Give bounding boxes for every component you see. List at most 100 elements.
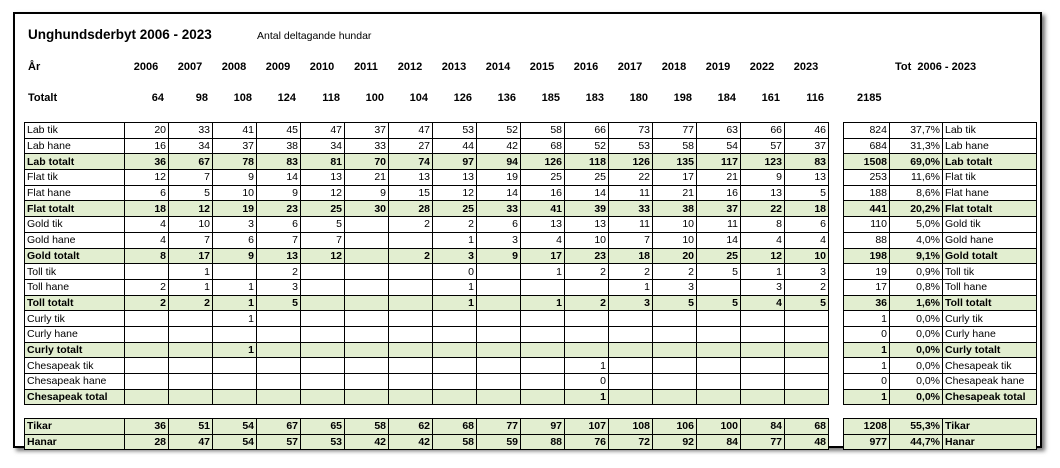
- row-sum: 441: [843, 200, 890, 218]
- row-name: Gold totalt: [942, 247, 1037, 265]
- cell-value: [124, 388, 169, 406]
- row-label: Toll tik: [24, 263, 125, 280]
- row-percent: 0,0%: [889, 388, 943, 406]
- cell-value: 33: [608, 200, 653, 218]
- cell-value: 3: [432, 247, 477, 265]
- cell-value: [300, 341, 345, 359]
- cell-value: [740, 388, 785, 406]
- cell-value: [168, 357, 213, 374]
- side2-table: 1208 55,3% Tikar 977 44,7% Hanar: [843, 418, 1037, 451]
- row-name: Toll totalt: [942, 294, 1037, 312]
- cell-value: 108: [608, 418, 653, 435]
- year-header-2016: 2016: [573, 61, 599, 73]
- cell-value: [784, 388, 829, 406]
- cell-value: [476, 310, 521, 327]
- cell-value: 17: [652, 169, 697, 186]
- cell-value: 13: [256, 247, 301, 265]
- cell-value: 10: [212, 184, 257, 202]
- cell-value: 67: [168, 153, 213, 171]
- cell-value: 5: [652, 294, 697, 312]
- main-table: Lab tik 20 33 41 45 47 37 47 53 52 58 66 73 77 63 66 46 L…: [24, 122, 829, 406]
- summary-row: 253 11,6% Flat tik: [843, 169, 1037, 186]
- cell-value: 36: [124, 418, 169, 435]
- cell-value: 33: [344, 137, 389, 155]
- row-percent: 55,3%: [889, 418, 943, 435]
- cell-value: 18: [608, 247, 653, 265]
- row-sum: 0: [843, 373, 890, 390]
- table-row: Toll totalt 2 2 1 5 1 1 2 3 5 5 4 5: [24, 294, 829, 312]
- year-header-2019: 2019: [705, 61, 731, 73]
- cell-value: 6: [124, 184, 169, 202]
- cell-value: [124, 357, 169, 374]
- cell-value: 13: [300, 169, 345, 186]
- table-row: Curly totalt 1: [24, 341, 829, 359]
- cell-value: 1: [168, 263, 213, 280]
- year-header-label: År: [28, 61, 41, 73]
- cell-value: 106: [652, 418, 697, 435]
- cell-value: [696, 373, 741, 390]
- cell-value: 3: [476, 231, 521, 249]
- cell-value: [740, 341, 785, 359]
- cell-value: [608, 341, 653, 359]
- cell-value: 53: [432, 122, 477, 139]
- cell-value: 11: [696, 216, 741, 233]
- cell-value: 21: [652, 184, 697, 202]
- cell-value: 9: [476, 247, 521, 265]
- row-name: Gold hane: [942, 231, 1037, 249]
- cell-value: 14: [256, 169, 301, 186]
- cell-value: 10: [652, 216, 697, 233]
- year-header-2009: 2009: [265, 61, 291, 73]
- cell-value: 1: [168, 278, 213, 296]
- cell-value: [300, 310, 345, 327]
- row-name: Tikar: [942, 418, 1037, 435]
- cell-value: 13: [564, 216, 609, 233]
- cell-value: 3: [740, 278, 785, 296]
- row-sum: 684: [843, 137, 890, 155]
- cell-value: [256, 388, 301, 406]
- cell-value: [256, 341, 301, 359]
- summary-row: 684 31,3% Lab hane: [843, 137, 1037, 155]
- cell-value: [300, 373, 345, 390]
- cell-value: 41: [520, 200, 565, 218]
- year-header-2014: 2014: [485, 61, 511, 73]
- totalt-value: 64: [151, 92, 164, 104]
- cell-value: 77: [652, 122, 697, 139]
- year-header-2023: 2023: [793, 61, 819, 73]
- cell-value: 126: [608, 153, 653, 171]
- cell-value: 72: [608, 433, 653, 451]
- cell-value: 58: [344, 418, 389, 435]
- row-name: Lab tik: [942, 122, 1037, 139]
- cell-value: 37: [212, 137, 257, 155]
- cell-value: 28: [388, 200, 433, 218]
- cell-value: 70: [344, 153, 389, 171]
- cell-value: 27: [388, 137, 433, 155]
- row-sum: 88: [843, 231, 890, 249]
- cell-value: 83: [256, 153, 301, 171]
- cell-value: 13: [740, 184, 785, 202]
- cell-value: 38: [256, 137, 301, 155]
- cell-value: 25: [696, 247, 741, 265]
- cell-value: 51: [168, 418, 213, 435]
- cell-value: 12: [300, 247, 345, 265]
- cell-value: [564, 341, 609, 359]
- totalt-value: 100: [365, 92, 384, 104]
- cell-value: 5: [168, 184, 213, 202]
- row-name: Lab totalt: [942, 153, 1037, 171]
- cell-value: 88: [520, 433, 565, 451]
- cell-value: 81: [300, 153, 345, 171]
- cell-value: [256, 357, 301, 374]
- cell-value: [124, 373, 169, 390]
- cell-value: [476, 341, 521, 359]
- cell-value: 0: [432, 263, 477, 280]
- row-percent: 31,3%: [889, 137, 943, 155]
- cell-value: 63: [696, 122, 741, 139]
- cell-value: [344, 341, 389, 359]
- cell-value: [696, 325, 741, 343]
- cell-value: [124, 341, 169, 359]
- cell-value: 117: [696, 153, 741, 171]
- cell-value: [608, 357, 653, 374]
- table-row: Chesapeak tik 1: [24, 357, 829, 374]
- cell-value: [388, 278, 433, 296]
- table-row: Flat tik 12 7 9 14 13 21 13 13 19 25 25 22 17 21 9 13: [24, 169, 829, 186]
- row-label: Hanar: [24, 433, 125, 451]
